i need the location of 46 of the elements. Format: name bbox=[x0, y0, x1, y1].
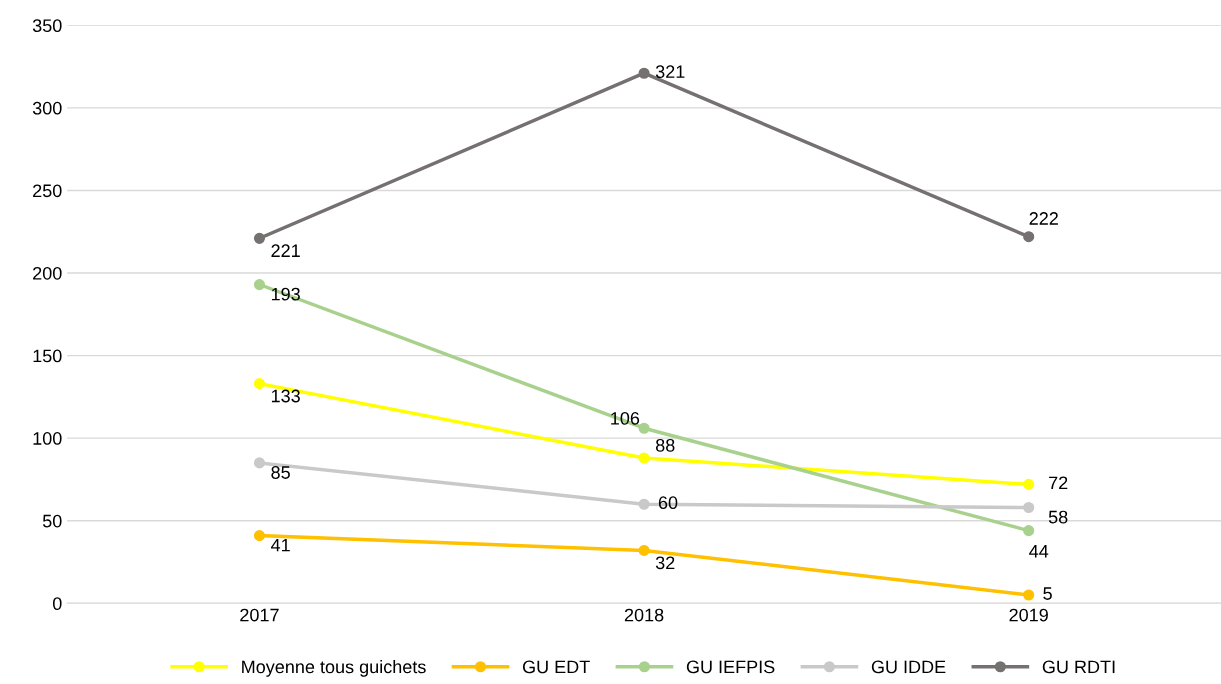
point bbox=[253, 232, 266, 244]
y-tick-label: 100 bbox=[33, 432, 62, 445]
legend-label: GU IDDE bbox=[871, 660, 946, 674]
data-label: 41 bbox=[270, 538, 290, 552]
point bbox=[253, 457, 266, 469]
y-tick-label: 150 bbox=[33, 349, 62, 363]
data-label: 60 bbox=[658, 496, 678, 510]
data-label: 133 bbox=[271, 389, 300, 403]
point bbox=[253, 279, 266, 291]
data-label: 193 bbox=[271, 287, 300, 301]
data-label: 222 bbox=[1029, 212, 1058, 225]
point bbox=[253, 530, 266, 542]
point bbox=[1023, 231, 1035, 243]
data-label: 221 bbox=[271, 244, 300, 257]
x-tick-label: 2018 bbox=[624, 608, 664, 622]
data-label: 106 bbox=[611, 411, 640, 425]
y-tick-label: 350 bbox=[32, 19, 62, 33]
data-label: 44 bbox=[1029, 545, 1049, 558]
point bbox=[1023, 589, 1035, 601]
legend-label: GU RDTI bbox=[1042, 660, 1115, 674]
point bbox=[638, 544, 650, 557]
legend-label: Moyenne tous guichets bbox=[242, 660, 426, 677]
point bbox=[638, 67, 650, 79]
data-label: 32 bbox=[655, 556, 675, 570]
point bbox=[253, 378, 266, 390]
y-tick-label: 0 bbox=[52, 597, 62, 611]
point bbox=[638, 452, 650, 464]
point bbox=[1023, 525, 1035, 537]
y-tick-label: 300 bbox=[32, 101, 62, 115]
data-label: 321 bbox=[655, 65, 685, 79]
legend-label: GU IEFPIS bbox=[686, 660, 775, 674]
y-tick-label: 200 bbox=[33, 266, 62, 280]
data-label: 88 bbox=[655, 438, 675, 452]
legend-label: GU EDT bbox=[522, 660, 590, 674]
data-label: 85 bbox=[271, 466, 290, 479]
y-tick-label: 250 bbox=[33, 184, 62, 198]
data-label: 58 bbox=[1048, 510, 1068, 524]
point bbox=[638, 422, 650, 434]
data-label: 5 bbox=[1043, 587, 1052, 600]
x-tick-label: 2019 bbox=[1009, 608, 1048, 622]
x-tick-label: 2017 bbox=[240, 608, 279, 622]
point bbox=[1023, 478, 1035, 490]
y-tick-label: 50 bbox=[42, 514, 62, 528]
data-label: 72 bbox=[1049, 476, 1068, 490]
point bbox=[638, 498, 650, 510]
point bbox=[1023, 501, 1035, 514]
